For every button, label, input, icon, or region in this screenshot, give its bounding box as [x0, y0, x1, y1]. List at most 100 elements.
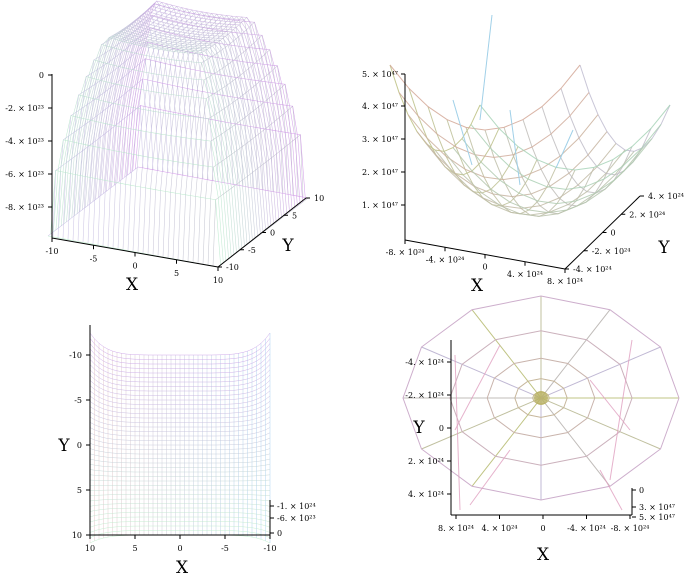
surface-mesh-line [82, 29, 253, 241]
surface-mesh-line [89, 427, 271, 437]
surface-mesh-line [79, 30, 251, 243]
surface-mesh-line [89, 498, 271, 502]
y-tick-label: 5 [77, 486, 82, 495]
surface-spike [589, 379, 631, 431]
y-tick-label: 4. × 10²⁴ [648, 192, 684, 201]
z-tick-label: 5. × 10⁴⁷ [639, 513, 675, 522]
y-axis-title: Y [57, 436, 70, 456]
surface-mesh-line [89, 479, 271, 482]
surface-mesh-line [89, 348, 271, 369]
surface-mesh-line [55, 115, 227, 261]
x-tick-label: 4. × 10²⁴ [507, 270, 543, 279]
y-tick-label: -2. × 10²⁴ [405, 391, 444, 400]
surface-mesh-line [89, 521, 271, 528]
x-tick-label: 0 [132, 262, 137, 271]
surface-mesh-line [119, 3, 290, 213]
surface-mesh-line [398, 92, 590, 158]
surface-mesh-line [53, 139, 224, 263]
surface-mesh-line [92, 21, 264, 233]
z-tick-label: 0 [277, 529, 282, 538]
surface-mesh-line [89, 374, 271, 392]
x-axis-title: X [471, 276, 484, 296]
y-tick-label: -2. × 10²⁴ [592, 247, 631, 256]
surface-mesh-line [50, 170, 221, 266]
surface-mesh-line [89, 406, 271, 419]
surface-mesh-line [389, 64, 481, 152]
x-tick-label: 8. × 10²⁴ [547, 277, 583, 286]
surface-mesh-ring [402, 295, 680, 501]
x-tick-label: -4. × 10²⁴ [426, 255, 465, 264]
surface-spike [479, 14, 493, 121]
surface-spike [599, 469, 623, 511]
surface-mesh-line [84, 27, 256, 239]
y-tick-label: -10 [69, 351, 82, 360]
surface-mesh-line [89, 411, 271, 423]
y-tick-label: 0 [270, 229, 275, 238]
x-tick-label: 5 [132, 544, 137, 553]
surface-mesh-line [89, 364, 271, 383]
surface-mesh-line [89, 474, 271, 477]
surface-mesh-line [471, 397, 542, 487]
surface-mesh-line [87, 25, 258, 237]
surface-mesh-line [108, 8, 280, 221]
y-tick-label: -4. × 10²⁴ [573, 265, 612, 274]
surface-mesh-line [461, 138, 653, 205]
z-tick-label: 1. × 10⁴⁷ [362, 201, 398, 210]
surface-mesh-line [89, 390, 271, 405]
surface-spike [509, 109, 521, 186]
surface-mesh-line [89, 401, 271, 414]
surface-mesh-line [89, 369, 271, 387]
x-tick-label: 10 [213, 276, 223, 285]
panel-top-left: 0 -2. × 10²³ -4. × 10²³ -6. × 10²³ -8. × 10²… [5, 0, 324, 295]
surface-mesh-line [479, 104, 671, 171]
surface-spike [454, 354, 461, 511]
x-tick-label: -10 [264, 544, 277, 553]
surface-mesh-line [89, 512, 271, 518]
x-tick-label: 0 [482, 263, 487, 272]
surface-mesh-line [111, 5, 282, 219]
surface-mesh-line [541, 106, 633, 194]
surface-mesh-ring [514, 378, 568, 418]
panel-bottom-right: -4. × 10²⁴ -2. × 10²⁴ 0 2. × 10²⁴ 4. × 10²⁴ 8… [402, 295, 680, 565]
surface-mesh-line [58, 94, 229, 259]
z-tick-label: -1. × 10²⁴ [277, 502, 316, 511]
z-tick-label: -4. × 10²³ [5, 137, 44, 146]
z-tick-label: -6. × 10²³ [277, 514, 316, 523]
x-tick-label: -4. × 10²⁴ [567, 524, 606, 533]
x-tick-label: -5 [90, 254, 98, 263]
surface-mesh-line [89, 530, 271, 539]
surface-mesh-line [90, 23, 261, 235]
surface-mesh-line [89, 443, 271, 450]
surface-mesh-ring [486, 357, 596, 439]
y-axis-title: Y [657, 238, 670, 258]
surface-mesh-line [63, 59, 235, 255]
surface-mesh-line [89, 359, 271, 378]
surface-mesh-line [202, 83, 294, 265]
z-tick-label: 0 [39, 71, 44, 80]
z-tick-label: 3. × 10⁴⁷ [362, 135, 398, 144]
surface-mesh-line [89, 448, 271, 455]
surface-spike [452, 99, 473, 166]
surface-spike [454, 344, 501, 431]
surface-mesh-line [89, 453, 271, 459]
surface-mesh-line [89, 380, 271, 396]
y-tick-label: 2. × 10²⁴ [408, 457, 444, 466]
surface-mesh-line [89, 338, 271, 360]
surface-mesh-line [89, 332, 271, 356]
surface-mesh-line [89, 525, 271, 533]
surface-mesh-line [116, 0, 288, 215]
x-tick-label: 0 [177, 544, 182, 553]
surface-mesh-line [95, 19, 266, 231]
z-tick-label: 4. × 10⁴⁷ [362, 102, 398, 111]
y-tick-label: 4. × 10²⁴ [408, 490, 444, 499]
surface-mesh-line [89, 395, 271, 410]
z-tick-label: 0 [639, 486, 644, 495]
z-tick-label: 2. × 10⁴⁷ [362, 168, 398, 177]
surface-mesh-line [560, 88, 652, 176]
surface-mesh-line [89, 353, 271, 374]
surface-mesh-line [389, 64, 581, 131]
x-tick-label: 10 [85, 544, 95, 553]
y-tick-label: 10 [314, 194, 324, 203]
